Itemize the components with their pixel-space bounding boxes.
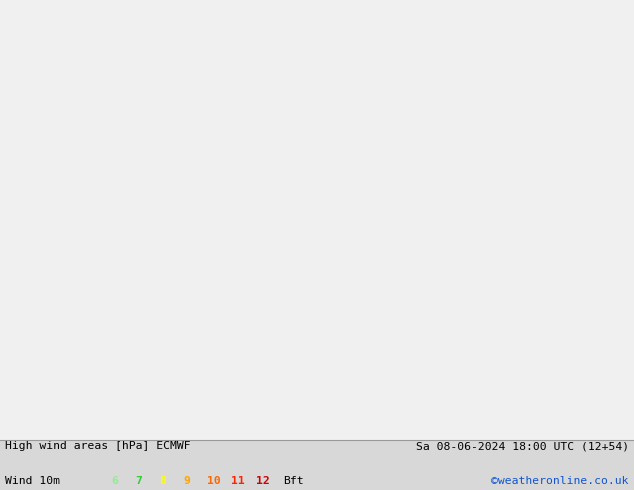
Text: Wind 10m: Wind 10m [5, 476, 60, 486]
Text: Bft: Bft [283, 476, 304, 486]
Text: ©weatheronline.co.uk: ©weatheronline.co.uk [491, 476, 629, 486]
Text: 6: 6 [111, 476, 118, 486]
Text: 9: 9 [183, 476, 190, 486]
Text: 7: 7 [135, 476, 142, 486]
Text: High wind areas [hPa] ECMWF: High wind areas [hPa] ECMWF [5, 441, 191, 451]
Text: 11: 11 [231, 476, 245, 486]
Text: 10: 10 [207, 476, 221, 486]
Text: 12: 12 [256, 476, 269, 486]
Text: 8: 8 [159, 476, 166, 486]
Text: Sa 08-06-2024 18:00 UTC (12+54): Sa 08-06-2024 18:00 UTC (12+54) [416, 441, 629, 451]
